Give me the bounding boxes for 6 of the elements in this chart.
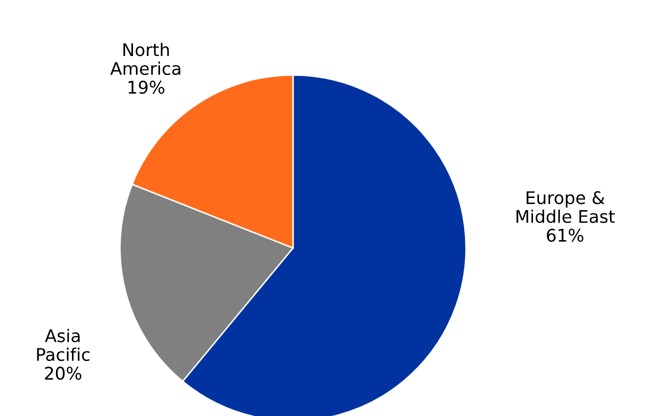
data-label: 19% [128,80,164,94]
slice-label: Asia Pacific [37,328,90,362]
slice-label: North America [110,42,180,76]
data-label: 20% [44,366,82,380]
data-label: 61% [546,228,584,242]
slice-label: Europe & Middle East [516,191,615,224]
